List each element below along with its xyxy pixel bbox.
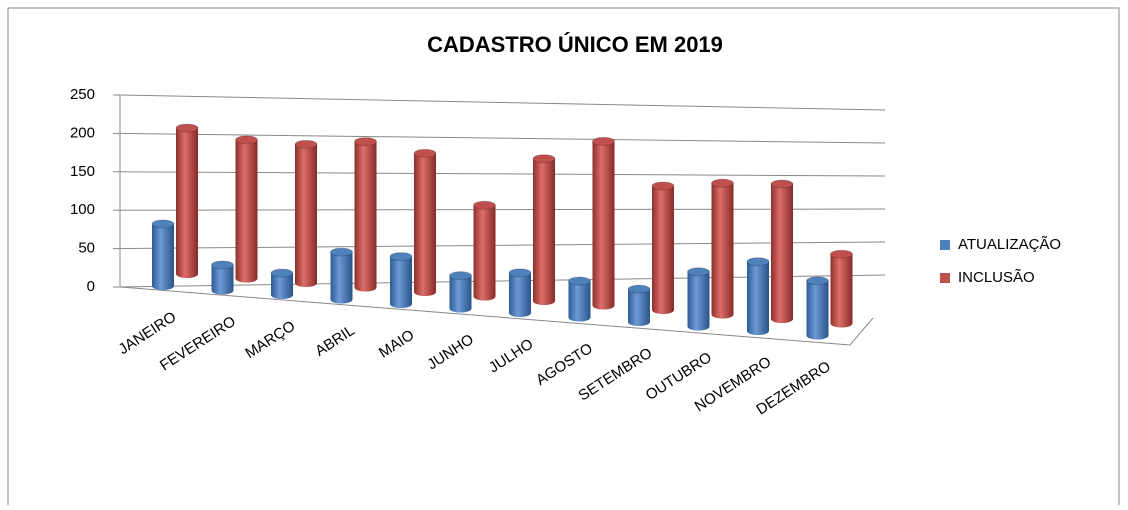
bar-top (627, 284, 651, 294)
legend-label: ATUALIZAÇÃO (958, 236, 1061, 253)
bar-body (652, 185, 674, 314)
bar (270, 268, 294, 299)
bar-top (211, 260, 234, 270)
bar (413, 148, 437, 296)
bar (627, 284, 651, 326)
bar (592, 136, 615, 310)
y-tick-label: 250 (70, 86, 95, 103)
bar (330, 247, 353, 304)
bar (532, 154, 556, 305)
bar (568, 276, 591, 322)
bar-body (628, 289, 650, 326)
bar-body (330, 252, 353, 304)
bar (151, 219, 175, 290)
bar-top (532, 154, 556, 164)
bar-top (473, 200, 496, 210)
bar-body (354, 141, 377, 292)
chart-title: CADASTRO ÚNICO EM 2019 (427, 32, 723, 57)
bar-top (294, 139, 318, 149)
x-tick-label: ABRIL (312, 322, 358, 360)
bar (473, 200, 496, 301)
bar-body (211, 264, 234, 295)
bar (806, 276, 829, 340)
y-tick-label: 50 (78, 240, 95, 257)
y-tick-label: 200 (70, 124, 95, 141)
grid-line (119, 208, 886, 211)
bar-top (746, 257, 770, 267)
bar-body (747, 261, 769, 335)
y-tick-label: 0 (87, 278, 95, 295)
bar (651, 181, 675, 314)
bar-top (508, 268, 532, 278)
bar-body (509, 272, 531, 317)
bar-top (151, 219, 175, 229)
bar-top (687, 267, 710, 277)
bar (235, 135, 258, 283)
frame (7, 7, 1120, 510)
bar (770, 179, 794, 323)
bar-top (330, 247, 353, 257)
bar-body (592, 141, 615, 310)
bar-top (651, 181, 675, 191)
bar-top (806, 276, 829, 286)
bar-body (390, 256, 412, 308)
grid-line (119, 241, 886, 250)
bar-body (711, 183, 734, 319)
x-tick-label: JUNHO (424, 331, 477, 373)
bar-top (830, 249, 853, 259)
bar-top (568, 276, 591, 286)
bar-top (175, 123, 199, 133)
bar-body (295, 144, 317, 287)
bar (211, 260, 234, 295)
bar-body (449, 275, 472, 313)
bar (830, 249, 853, 328)
bar (711, 178, 734, 319)
bar-top (770, 179, 794, 189)
bar (389, 252, 413, 308)
bar-body (271, 273, 293, 299)
legend-label: INCLUSÃO (958, 269, 1035, 286)
x-tick-label: MAIO (376, 326, 417, 361)
bar-body (176, 128, 198, 278)
bar-top (413, 148, 437, 158)
legend-swatch (940, 273, 950, 283)
y-tick-label: 100 (70, 201, 95, 218)
bar-body (771, 184, 793, 323)
bar (687, 267, 710, 331)
bar-body (830, 254, 853, 328)
bar-body (473, 205, 496, 301)
grid-line (119, 274, 886, 288)
bar-top (711, 178, 734, 188)
grid-line (119, 94, 886, 111)
bar-top (592, 136, 615, 146)
bar-body (806, 280, 829, 340)
grid-line (119, 132, 886, 144)
bar (746, 257, 770, 335)
x-tick-label: AGOSTO (533, 340, 596, 389)
bar (449, 271, 472, 313)
x-tick-label: MARÇO (242, 317, 298, 362)
bar-top (449, 271, 472, 281)
bar-top (389, 252, 413, 262)
floor (119, 286, 874, 346)
bar-body (568, 281, 591, 322)
bar (294, 139, 318, 287)
bar (508, 268, 532, 317)
bar-top (354, 137, 377, 147)
y-tick-label: 150 (70, 163, 95, 180)
bar (354, 137, 377, 292)
bar-top (270, 268, 294, 278)
bar-body (152, 223, 174, 290)
bar (175, 123, 199, 278)
bar-top (235, 135, 258, 145)
bar-body (235, 139, 258, 283)
bar-body (414, 153, 436, 296)
x-tick-label: JULHO (486, 335, 537, 376)
bar-body (533, 158, 555, 305)
legend-swatch (940, 240, 950, 250)
grid-line (119, 171, 886, 177)
bar-body (687, 271, 710, 331)
